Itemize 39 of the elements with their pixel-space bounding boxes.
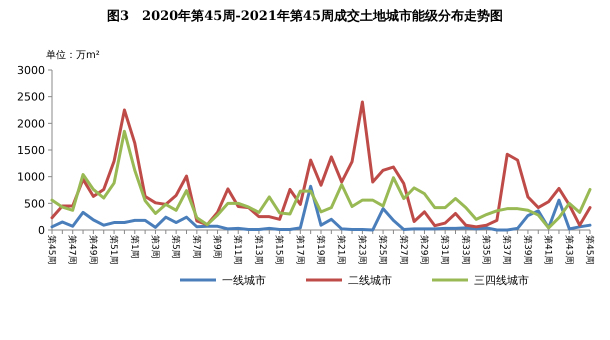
x-tick-label: 第51周 <box>108 235 120 264</box>
y-tick-label: 2500 <box>17 90 45 104</box>
x-tick-label: 第23周 <box>356 235 368 264</box>
x-tick-label: 第47周 <box>66 235 78 264</box>
x-tick-label: 第7周 <box>190 235 202 259</box>
x-tick-label: 第37周 <box>501 235 512 264</box>
chart-title: 图3 2020年第45周-2021年第45周成交土地城市能级分布走势图 <box>107 8 503 24</box>
x-tick-label: 第35周 <box>480 235 492 264</box>
y-tick-label: 1500 <box>17 144 45 157</box>
x-tick-label: 第41周 <box>542 235 554 264</box>
x-tick-label: 第17周 <box>294 235 306 264</box>
x-tick-label: 第45周 <box>584 235 595 264</box>
x-tick-label: 第13周 <box>252 235 264 264</box>
y-tick-label: 3000 <box>17 64 45 77</box>
x-tick-label: 第29周 <box>418 235 430 264</box>
x-tick-label: 第19周 <box>315 235 326 264</box>
x-tick-label: 第9周 <box>212 235 223 259</box>
x-tick-label: 第49周 <box>87 235 98 264</box>
legend-label: 三四线城市 <box>474 274 529 287</box>
x-tick-label: 第11周 <box>232 235 244 264</box>
x-tick-label: 第33周 <box>460 235 471 264</box>
legend-label: 一线城市 <box>222 274 266 287</box>
x-tick-label: 第43周 <box>563 235 574 264</box>
y-tick-label: 1000 <box>17 170 45 184</box>
x-tick-label: 第39周 <box>522 235 533 264</box>
x-tick-label: 第27周 <box>398 235 409 264</box>
x-tick-label: 第5周 <box>170 235 182 259</box>
y-tick-label: 0 <box>38 224 45 237</box>
x-tick-label: 第1周 <box>128 235 140 259</box>
y-axis-title: 单位：万m² <box>46 49 100 61</box>
y-tick-label: 500 <box>24 197 45 210</box>
x-tick-label: 第31周 <box>439 235 450 264</box>
x-tick-label: 第45周 <box>46 235 57 264</box>
y-tick-label: 2000 <box>17 117 45 130</box>
x-tick-label: 第21周 <box>336 235 347 264</box>
x-tick-label: 第3周 <box>149 235 160 259</box>
x-tick-label: 第15周 <box>274 235 285 264</box>
legend-label: 二线城市 <box>348 274 392 287</box>
x-tick-label: 第25周 <box>377 235 388 264</box>
